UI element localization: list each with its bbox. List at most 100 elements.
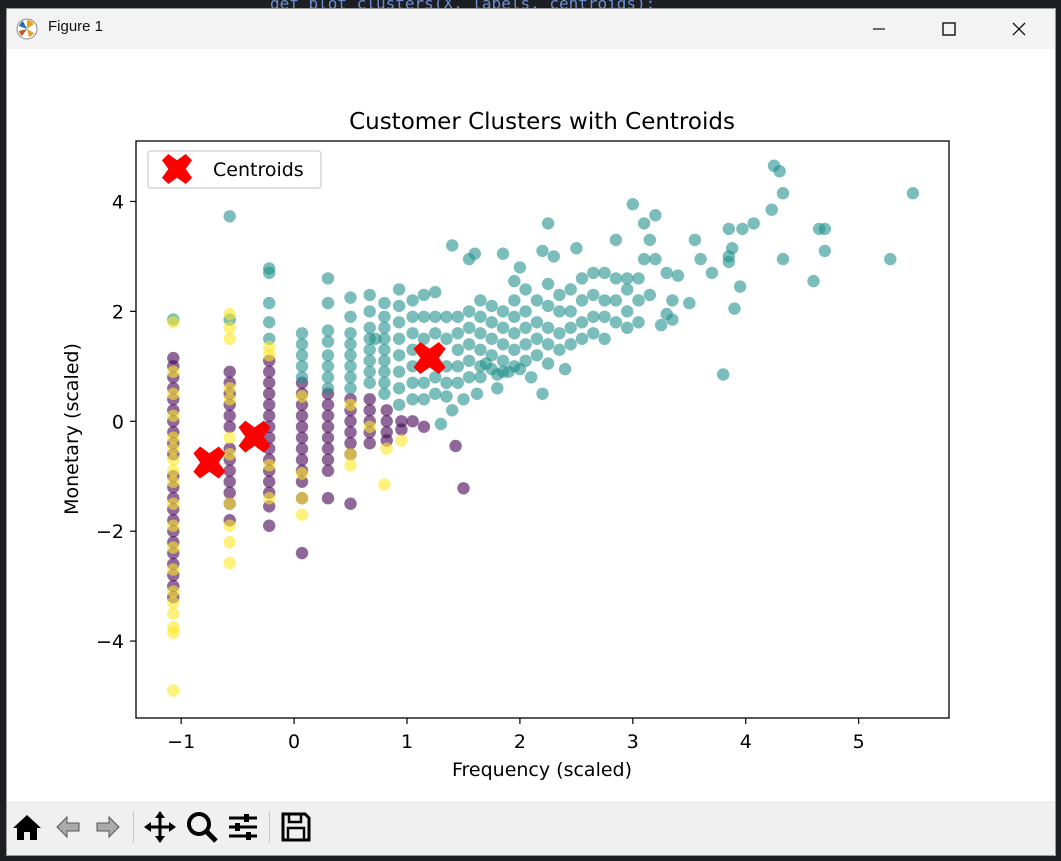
data-point-cluster-2 [223,382,236,395]
forward-icon [96,815,120,839]
data-point-cluster-1 [621,283,634,296]
data-point-cluster-0 [363,393,376,406]
data-point-cluster-1 [553,288,566,302]
data-point-cluster-0 [344,415,357,428]
data-point-cluster-1 [530,332,544,345]
centroid-marker [413,342,446,375]
minimize-button[interactable] [845,9,913,49]
data-point-cluster-1 [462,338,476,351]
data-point-cluster-1 [564,305,577,318]
data-point-cluster-0 [380,415,393,428]
data-point-cluster-1 [776,187,790,200]
data-point-cluster-1 [587,327,600,340]
configure-subplots-button[interactable] [225,809,261,845]
data-point-cluster-1 [637,252,651,266]
data-point-cluster-1 [530,316,544,329]
data-point-cluster-1 [295,371,309,384]
back-icon [56,815,80,839]
data-point-cluster-0 [263,475,276,488]
data-point-cluster-1 [363,354,376,367]
data-point-cluster-1 [671,269,685,282]
data-point-cluster-1 [446,404,459,417]
data-point-cluster-1 [406,393,419,406]
chart-title: Customer Clusters with Centroids [349,109,735,135]
data-point-cluster-1 [474,343,487,356]
data-point-cluster-1 [434,417,448,431]
data-point-cluster-1 [344,291,357,304]
home-button[interactable] [9,809,45,845]
data-point-cluster-1 [223,210,236,223]
data-point-cluster-0 [223,409,236,422]
data-point-cluster-1 [378,296,391,310]
navigation-toolbar [7,801,1055,855]
data-point-cluster-1 [451,343,464,356]
data-point-cluster-0 [223,420,236,433]
zoom-button[interactable] [184,809,220,845]
data-point-cluster-1 [491,368,504,381]
data-point-cluster-1 [717,368,730,381]
data-point-cluster-0 [321,492,335,505]
data-point-cluster-2 [167,475,180,488]
data-point-cluster-1 [541,217,555,230]
maximize-button[interactable] [915,9,983,49]
save-button[interactable] [278,809,314,845]
data-point-cluster-0 [223,464,236,477]
forward-button[interactable] [89,809,125,845]
data-point-cluster-1 [694,252,707,266]
data-point-cluster-1 [378,332,391,345]
data-point-cluster-1 [491,382,504,395]
data-point-cluster-1 [392,283,406,296]
data-point-cluster-1 [609,316,623,329]
data-point-cluster-1 [536,244,549,258]
data-point-cluster-2 [167,464,180,477]
data-point-cluster-2 [223,556,236,570]
data-point-cluster-1 [525,371,538,384]
data-point-cluster-1 [564,321,577,334]
data-point-cluster-1 [496,354,510,367]
data-point-cluster-1 [429,371,442,384]
data-point-cluster-2 [295,508,309,521]
data-point-cluster-1 [575,332,589,345]
data-point-cluster-1 [295,360,309,373]
data-point-cluster-1 [378,354,391,367]
close-button[interactable] [985,9,1053,49]
data-point-cluster-1 [344,310,357,323]
data-point-cluster-1 [485,332,498,345]
back-button[interactable] [51,809,87,845]
data-point-cluster-1 [417,376,431,389]
plot-canvas[interactable]: Customer Clusters with Centroids −1 0 1 2 3 4… [7,49,1055,801]
data-point-cluster-1 [485,316,498,329]
zoom-icon [187,812,218,843]
data-point-cluster-0 [223,475,236,488]
data-point-cluster-1 [541,299,555,313]
x-tick-label: −1 [167,731,195,753]
legend-centroid-x-icon [162,154,192,184]
data-point-cluster-2 [167,453,180,466]
data-point-cluster-1 [363,365,376,378]
data-point-cluster-1 [344,338,357,351]
data-point-cluster-1 [406,376,419,389]
data-point-cluster-1 [321,360,335,373]
data-point-cluster-1 [363,305,376,318]
data-point-cluster-1 [440,332,453,345]
data-point-cluster-1 [519,338,532,351]
data-point-cluster-2 [167,316,180,329]
pan-button[interactable] [142,809,178,845]
data-point-cluster-1 [666,313,679,326]
data-point-cluster-0 [295,420,309,433]
x-tick-label: 3 [627,731,639,753]
data-point-cluster-2 [167,607,180,620]
data-point-cluster-2 [344,448,357,461]
data-point-cluster-1 [519,283,532,296]
data-point-cluster-1 [722,222,735,236]
data-point-cluster-2 [223,393,236,406]
data-point-cluster-1 [564,283,577,296]
data-point-cluster-1 [457,393,470,406]
data-point-cluster-1 [818,222,831,236]
data-point-cluster-1 [363,376,376,389]
pan-icon [144,811,176,843]
data-point-cluster-1 [541,277,555,291]
data-point-cluster-1 [417,393,431,406]
data-point-cluster-1 [470,387,484,400]
data-point-cluster-0 [263,376,276,389]
